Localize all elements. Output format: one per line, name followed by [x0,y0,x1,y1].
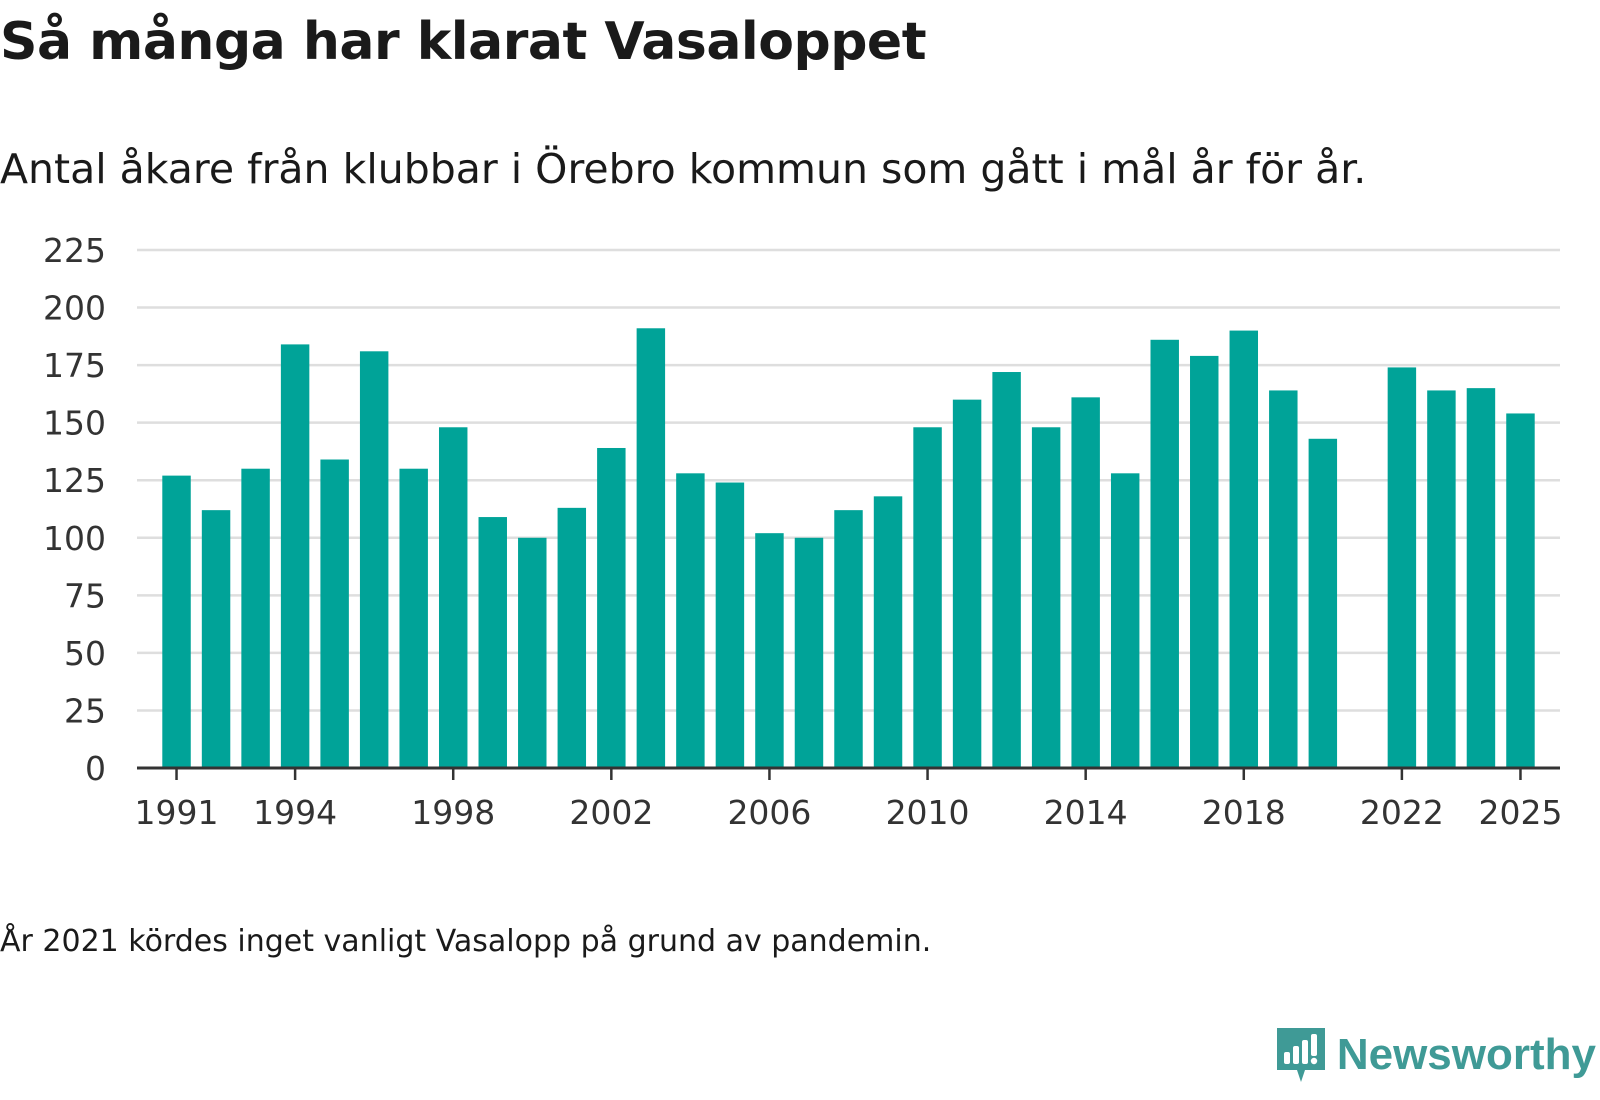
bar-2008[interactable] [834,510,863,768]
bar-2000[interactable] [518,537,547,768]
brand-name: Newsworthy [1336,1030,1596,1079]
bar-2013[interactable] [1031,427,1061,768]
footnote: År 2021 kördes inget vanligt Vasalopp på… [0,924,932,959]
y-tick-label: 200 [43,289,106,328]
x-axis-labels: 1991 1994 1998 2002 2006 2010 2014 2018 2022 2025 [135,793,1563,832]
bar-2020[interactable] [1308,438,1338,768]
bar-1999[interactable] [478,517,507,768]
bar-2014[interactable] [1071,397,1100,768]
x-axis [137,766,1560,780]
chart-subtitle: Antal åkare från klubbar i Örebro kommun… [0,145,1367,193]
x-tick-label: 2006 [727,793,811,832]
x-tick-label: 2014 [1044,793,1128,832]
bar-1996[interactable] [359,351,389,768]
bar-2002[interactable] [597,447,626,768]
bar-2009[interactable] [873,496,903,768]
y-tick-label: 50 [64,634,106,673]
y-tick-label: 0 [85,749,106,788]
bar-1998[interactable] [438,427,468,768]
x-tick-label: 2018 [1202,793,1286,832]
newsworthy-brand[interactable]: Newsworthy [1275,1026,1596,1084]
y-tick-label: 125 [43,461,106,500]
chart-title: Så många har klarat Vasaloppet [0,12,927,72]
x-tick-label: 2025 [1478,793,1562,832]
x-tick-label: 1994 [253,793,337,832]
x-tick-label: 1991 [135,793,219,832]
bar-1991[interactable] [162,475,191,768]
bar-2025[interactable] [1506,413,1535,768]
bar-1997[interactable] [399,468,428,768]
bar-2011[interactable] [952,399,982,768]
y-tick-label: 75 [64,576,106,615]
bar-2016[interactable] [1150,339,1179,768]
newsworthy-logo-icon [1276,1028,1325,1082]
y-tick-label: 100 [43,519,106,558]
x-tick-label: 1998 [411,793,495,832]
bar-2018[interactable] [1229,330,1259,768]
bar-2017[interactable] [1190,355,1219,768]
bar-chart: 0 25 50 75 100 125 150 175 200 225 1991 1994 1998 20… [43,231,1563,832]
y-tick-label: 25 [64,691,106,730]
bar-2024[interactable] [1466,388,1496,768]
bar-2023[interactable] [1427,390,1456,768]
bar-2010[interactable] [913,427,942,768]
bar-1995[interactable] [320,459,349,768]
bar-2007[interactable] [794,537,824,768]
x-tick-label: 2022 [1360,793,1444,832]
bar-2005[interactable] [715,482,745,768]
y-axis-labels: 0 25 50 75 100 125 150 175 200 225 [43,231,106,788]
bar-1992[interactable] [201,510,231,768]
x-tick-label: 2002 [569,793,653,832]
bar-1994[interactable] [280,344,310,768]
bar-2019[interactable] [1269,390,1298,768]
bar-2006[interactable] [755,533,784,768]
y-tick-label: 175 [43,346,106,385]
bar-2004[interactable] [676,473,705,768]
bar-2015[interactable] [1110,473,1140,768]
y-tick-label: 225 [43,231,106,270]
y-tick-label: 150 [43,404,106,443]
bar-1993[interactable] [241,468,270,768]
bar-2022[interactable] [1387,367,1417,768]
bars [162,328,1535,768]
bar-2003[interactable] [636,328,666,768]
x-tick-label: 2010 [886,793,970,832]
bar-2001[interactable] [557,507,587,768]
bar-2012[interactable] [992,372,1021,768]
